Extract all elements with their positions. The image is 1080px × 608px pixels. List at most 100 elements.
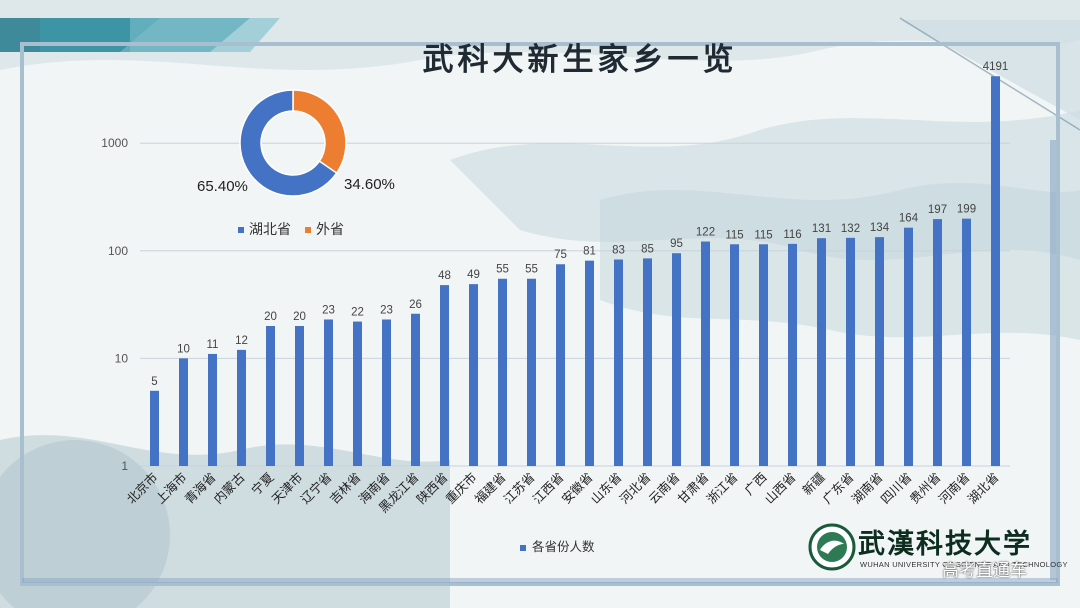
bar <box>237 349 246 466</box>
bar <box>962 218 971 466</box>
bar <box>672 253 681 466</box>
bar-legend-label: 各省份人数 <box>532 539 595 554</box>
bar <box>846 237 855 466</box>
bar-value-label: 115 <box>754 229 772 241</box>
bar-value-label: 55 <box>496 264 509 276</box>
bar-legend: 各省份人数 <box>520 536 595 555</box>
category-label: 山西省 <box>761 470 798 507</box>
category-label: 辽宁省 <box>297 470 334 507</box>
category-label: 山东省 <box>587 470 624 507</box>
bar-value-label: 23 <box>322 304 335 316</box>
category-label: 江苏省 <box>500 470 537 507</box>
donut-slice <box>239 89 338 197</box>
bar-value-label: 132 <box>841 223 860 235</box>
bar <box>933 219 942 466</box>
bar <box>991 76 1000 466</box>
bar-value-label: 23 <box>380 304 393 316</box>
bar <box>585 260 594 466</box>
category-label: 河南省 <box>935 470 972 507</box>
legend-item-other: 外省 <box>305 219 344 239</box>
category-label: 重庆市 <box>442 470 479 507</box>
donut-chart <box>239 89 347 197</box>
bar-value-label: 115 <box>725 229 743 241</box>
bar <box>295 326 304 466</box>
bar-value-label: 164 <box>899 213 919 225</box>
bar-value-label: 83 <box>612 245 625 257</box>
donut-label-hubei: 65.40% <box>197 178 248 195</box>
bar <box>440 285 449 466</box>
gridlines <box>140 142 1010 467</box>
bar-value-label: 5 <box>151 376 157 388</box>
bar <box>324 319 333 466</box>
category-label: 安徽省 <box>558 470 595 507</box>
category-label: 甘肃省 <box>674 470 711 507</box>
y-tick-label: 1000 <box>101 136 128 150</box>
bars <box>150 76 1000 466</box>
donut-legend: 湖北省 外省 <box>238 219 344 239</box>
bar-value-label: 81 <box>583 246 596 258</box>
category-label: 上海市 <box>152 470 189 507</box>
bar <box>382 319 391 466</box>
bar <box>788 243 797 466</box>
bar <box>875 237 884 466</box>
university-subtitle: WUHAN UNIVERSITY OF SCIENCE AND TECHNOLO… <box>860 560 1068 569</box>
bar <box>179 358 188 466</box>
bar <box>759 244 768 466</box>
y-tick-label: 100 <box>108 244 128 258</box>
bar-value-label: 85 <box>641 243 654 255</box>
category-label: 贵州省 <box>906 470 943 507</box>
category-label: 内蒙古 <box>210 470 247 507</box>
bar-value-label: 26 <box>409 299 422 311</box>
university-logo <box>808 523 856 571</box>
category-label: 浙江省 <box>703 470 740 507</box>
bar-value-label: 134 <box>870 222 890 234</box>
bar-value-label: 20 <box>293 311 306 323</box>
bar-value-label: 55 <box>525 264 538 276</box>
category-label: 河北省 <box>616 470 653 507</box>
bar <box>643 258 652 466</box>
category-label: 福建省 <box>471 470 508 507</box>
bar-value-label: 116 <box>783 229 801 241</box>
bar-value-label: 10 <box>177 343 190 355</box>
bar <box>730 244 739 466</box>
category-label: 青海省 <box>181 470 218 507</box>
bar-value-label: 75 <box>554 249 567 261</box>
category-label: 天津市 <box>268 470 305 507</box>
bar-value-label: 131 <box>812 223 831 235</box>
bar-value-label: 122 <box>696 227 715 239</box>
watermark: 高考直通车 <box>942 561 1027 581</box>
bar-value-label: 199 <box>957 204 976 216</box>
category-label: 湖南省 <box>848 470 885 507</box>
value-labels: 5 10 11 12 20 20 23 22 23 26 48 49 55 55 75 81 83 85 95 122… <box>151 61 1008 388</box>
bar-value-label: 20 <box>264 311 277 323</box>
bar-value-label: 12 <box>235 335 248 347</box>
bar <box>469 284 478 466</box>
donut-label-other: 34.60% <box>344 176 395 193</box>
category-label: 湖北省 <box>964 470 1001 507</box>
bar <box>614 259 623 466</box>
bar <box>817 238 826 466</box>
y-tick-label: 1 <box>121 459 128 473</box>
category-label: 广东省 <box>819 470 856 507</box>
bar <box>353 321 362 466</box>
page-title: 武科大新生家乡一览 <box>422 42 738 78</box>
category-label: 陕西省 <box>413 470 450 507</box>
bar <box>556 264 565 466</box>
category-label: 四川省 <box>877 470 914 507</box>
bar <box>904 227 913 466</box>
bar <box>266 326 275 466</box>
bar <box>701 241 710 466</box>
category-label: 江西省 <box>529 470 566 507</box>
bar <box>527 278 536 466</box>
category-label: 云南省 <box>645 470 682 507</box>
bar-value-label: 4191 <box>983 61 1009 73</box>
university-name: 武漢科技大学 <box>858 529 1032 560</box>
bar-value-label: 11 <box>207 339 219 351</box>
bar-value-label: 49 <box>467 269 480 281</box>
bar <box>498 278 507 466</box>
category-label: 北京市 <box>123 470 160 507</box>
category-label: 吉林省 <box>326 470 363 507</box>
